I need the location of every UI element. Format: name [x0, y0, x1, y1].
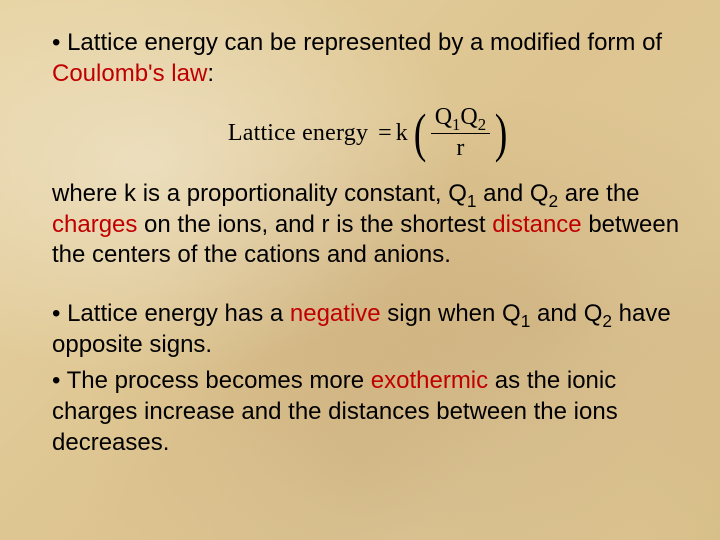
sub: 2 — [549, 191, 559, 211]
sub: 2 — [602, 311, 612, 331]
sub: 1 — [521, 311, 531, 331]
highlight-charges: charges — [52, 211, 137, 238]
bullet-3: • Lattice energy has a negative sign whe… — [52, 299, 686, 360]
q2: Q — [460, 104, 477, 130]
left-paren: ( — [413, 106, 426, 160]
highlight-exothermic: exothermic — [371, 367, 488, 394]
highlight-distance: distance — [492, 211, 581, 238]
slide: • Lattice energy can be represented by a… — [0, 0, 720, 540]
bullet-marker: • — [52, 29, 67, 56]
fraction: Q1Q2 r — [431, 105, 490, 160]
right-paren: ) — [495, 106, 508, 160]
bullet-marker: • — [52, 300, 67, 327]
q1: Q — [435, 104, 452, 130]
text: and Q — [530, 300, 602, 327]
text: are the — [558, 180, 639, 207]
text: : — [207, 60, 214, 87]
highlight-coulomb: Coulomb's law — [52, 60, 207, 87]
text: where k is a proportionality constant, Q — [52, 180, 467, 207]
eq-paren-group: ( Q1Q2 r ) — [411, 105, 510, 160]
spacer — [52, 277, 686, 299]
eq-k: k — [396, 118, 408, 149]
eq-equals: = — [378, 118, 392, 149]
equation: Lattice energy = k ( Q1Q2 r ) — [228, 105, 510, 160]
equation-block: Lattice energy = k ( Q1Q2 r ) — [52, 105, 686, 160]
bullet-1: • Lattice energy can be represented by a… — [52, 28, 686, 89]
text: and Q — [476, 180, 548, 207]
bullet-marker: • — [52, 367, 67, 394]
eq-lhs: Lattice energy — [228, 118, 368, 149]
text: on the ions, and r is the shortest — [137, 211, 492, 238]
text: The process becomes more — [67, 367, 371, 394]
highlight-negative: negative — [290, 300, 381, 327]
text: sign when Q — [381, 300, 521, 327]
bullet-4: • The process becomes more exothermic as… — [52, 366, 686, 458]
numerator: Q1Q2 — [431, 105, 490, 133]
paragraph-where: where k is a proportionality constant, Q… — [52, 179, 686, 271]
denominator: r — [456, 134, 464, 161]
text: Lattice energy can be represented by a m… — [67, 29, 662, 56]
text: Lattice energy has a — [67, 300, 290, 327]
sub2: 2 — [478, 115, 486, 134]
